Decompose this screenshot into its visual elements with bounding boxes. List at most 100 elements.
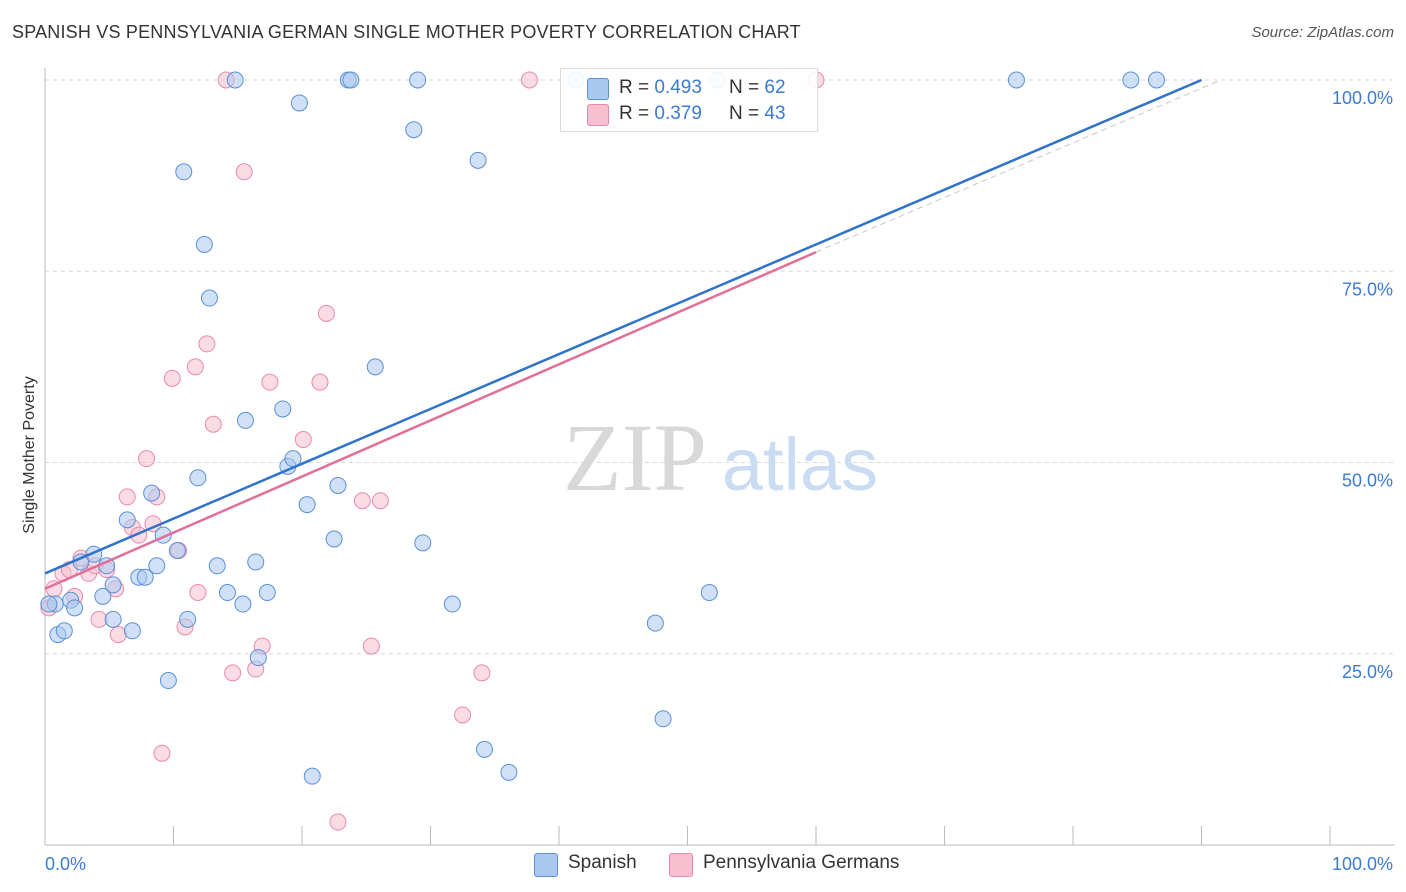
- x-tick-label: 100.0%: [1332, 854, 1393, 874]
- bottom-legend: Spanish Pennsylvania Germans: [0, 852, 1406, 878]
- spanish-point: [342, 71, 360, 89]
- spanish-point: [159, 672, 177, 690]
- pg-point: [153, 744, 171, 762]
- spanish-point: [123, 622, 141, 640]
- pg-point: [317, 304, 335, 322]
- spanish-point: [290, 94, 308, 112]
- legend-swatch-spanish: [587, 78, 609, 100]
- spanish-point: [646, 614, 664, 632]
- spanish-point: [143, 484, 161, 502]
- y-tick-label: 25.0%: [1342, 662, 1393, 682]
- axes-layer: [44, 68, 1395, 846]
- spanish-point: [366, 358, 384, 376]
- spanish-point: [443, 595, 461, 613]
- pg-point: [186, 358, 204, 376]
- legend-r-value: 0.379: [654, 103, 702, 124]
- legend-swatch-icon: [534, 853, 558, 877]
- spanish-point: [654, 710, 672, 728]
- spanish-point: [409, 71, 427, 89]
- stats-legend: R = 0.493 N = 62 R = 0.379 N = 43: [560, 68, 818, 132]
- spanish-point: [500, 763, 518, 781]
- pg-point: [520, 71, 538, 89]
- spanish-point: [40, 595, 58, 613]
- pg-point: [353, 492, 371, 510]
- spanish-point: [189, 469, 207, 487]
- spanish-point: [104, 610, 122, 628]
- spanish-point: [94, 587, 112, 605]
- pg-point: [454, 706, 472, 724]
- spanish-point: [175, 163, 193, 181]
- spanish-point: [258, 584, 276, 602]
- pg-point: [198, 335, 216, 353]
- spanish-point: [234, 595, 252, 613]
- pg-point: [163, 369, 181, 387]
- watermark-atlas: atlas: [722, 423, 878, 506]
- pg-point: [235, 163, 253, 181]
- spanish-point: [249, 649, 267, 667]
- spanish-point: [136, 568, 154, 586]
- spanish-point: [179, 610, 197, 628]
- x-tick-label: 0.0%: [45, 854, 86, 874]
- series-pg: [40, 71, 825, 831]
- pg-point: [204, 415, 222, 433]
- spanish-point: [118, 511, 136, 529]
- spanish-point: [66, 599, 84, 617]
- spanish-point: [1148, 71, 1166, 89]
- legend-swatch-pg: [587, 104, 609, 126]
- spanish-point: [148, 557, 166, 575]
- legend-row-spanish: R = 0.493 N = 62: [561, 75, 817, 101]
- y-tick-label: 75.0%: [1342, 279, 1393, 299]
- pg-point: [224, 664, 242, 682]
- spanish-point: [303, 767, 321, 785]
- spanish-point: [195, 235, 213, 253]
- spanish-point: [200, 289, 218, 307]
- spanish-point: [298, 496, 316, 514]
- pg-trend-line: [44, 250, 817, 590]
- watermark: ZIP atlas: [563, 404, 878, 511]
- spanish-point: [1007, 71, 1025, 89]
- spanish-point: [325, 530, 343, 548]
- chart-title: SPANISH VS PENNSYLVANIA GERMAN SINGLE MO…: [12, 22, 801, 42]
- spanish-point: [700, 584, 718, 602]
- legend-swatch-icon: [669, 853, 693, 877]
- legend-r-value: 0.493: [654, 77, 702, 98]
- y-tick-label: 50.0%: [1342, 471, 1393, 491]
- spanish-point: [208, 557, 226, 575]
- spanish-point: [55, 622, 73, 640]
- spanish-point: [104, 576, 122, 594]
- y-tick-label: 100.0%: [1332, 88, 1393, 108]
- pg-point: [371, 492, 389, 510]
- spanish-point: [405, 121, 423, 139]
- bottom-legend-label: Spanish: [568, 852, 637, 873]
- legend-r-label: R =: [619, 77, 655, 98]
- legend-r-label: R =: [619, 103, 655, 124]
- pg-point: [473, 664, 491, 682]
- spanish-point: [247, 553, 265, 571]
- spanish-point: [236, 411, 254, 429]
- pg-point: [118, 488, 136, 506]
- spanish-point: [274, 400, 292, 418]
- series-spanish: [40, 71, 1166, 785]
- pg-trend-extension: [815, 79, 1221, 253]
- pg-point: [329, 813, 347, 831]
- bottom-legend-label: Pennsylvania Germans: [703, 852, 900, 873]
- legend-n-label: N =: [729, 77, 765, 98]
- watermark-zip: ZIP: [563, 404, 707, 511]
- pg-point: [294, 431, 312, 449]
- pg-point: [109, 626, 127, 644]
- tick-label-layer: 25.0% 50.0% 75.0% 100.0% 0.0% 100.0%: [45, 88, 1393, 874]
- spanish-point: [168, 541, 186, 559]
- legend-n-value: 62: [764, 77, 786, 98]
- spanish-point: [414, 534, 432, 552]
- legend-n-label: N =: [729, 103, 765, 124]
- pg-point: [362, 637, 380, 655]
- pg-point: [189, 584, 207, 602]
- spanish-trend-line: [44, 78, 1202, 575]
- legend-row-pg: R = 0.379 N = 43: [561, 101, 817, 127]
- spanish-point: [218, 584, 236, 602]
- trend-layer: [44, 78, 1221, 590]
- spanish-point: [469, 151, 487, 169]
- spanish-point: [226, 71, 244, 89]
- source-label: Source: ZipAtlas.com: [1251, 24, 1394, 41]
